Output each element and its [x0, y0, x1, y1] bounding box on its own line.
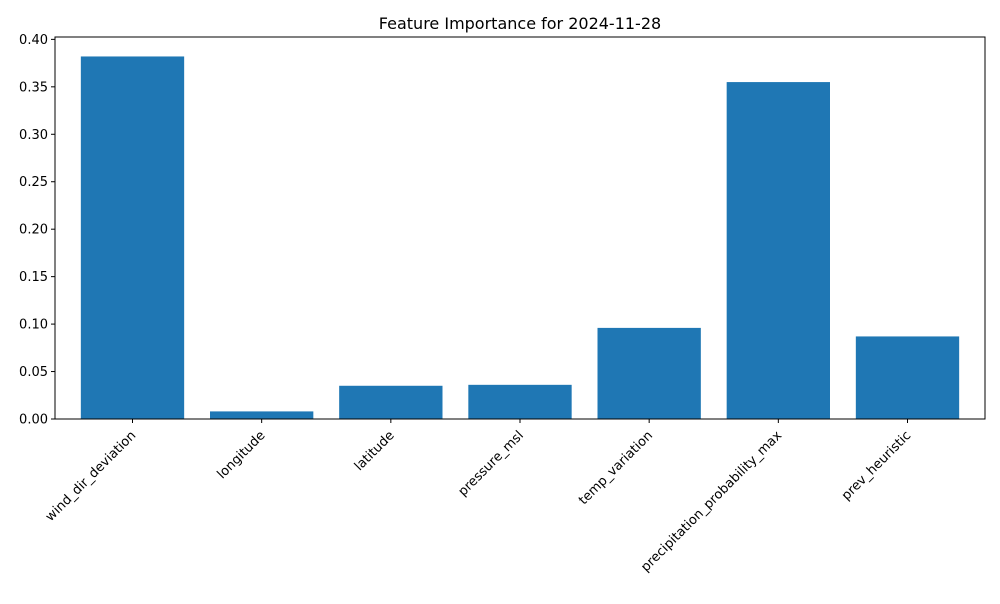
- plot-frame: [54, 36, 986, 420]
- x-tick-label: latitude: [352, 428, 398, 474]
- bar: [726, 82, 830, 419]
- y-tick-label: 0.10: [19, 318, 48, 333]
- x-tick-label: pressure_msl: [456, 428, 527, 499]
- y-axis: 0.00 0.05 0.10 0.15 0.20 0.25 0.30 0.35 0.40: [19, 33, 55, 428]
- x-tick-label: longitude: [215, 428, 269, 482]
- y-tick-label: 0.30: [19, 128, 48, 143]
- y-tick-label: 0.15: [19, 270, 48, 285]
- bar: [80, 56, 185, 420]
- x-axis: wind_dir_deviation longitude latitude press…: [43, 419, 914, 575]
- x-tick-label: precipitation_probability_max: [638, 428, 785, 575]
- y-tick-label: 0.20: [19, 223, 48, 238]
- y-tick-label: 0.25: [19, 175, 48, 190]
- bar: [468, 384, 572, 419]
- x-tick-label: wind_dir_deviation: [43, 428, 139, 524]
- x-tick-label: temp_variation: [576, 428, 656, 508]
- y-tick-label: 0.00: [19, 413, 48, 428]
- y-tick-label: 0.05: [19, 365, 48, 380]
- bar: [855, 336, 960, 419]
- bar: [597, 327, 701, 419]
- y-tick-label: 0.40: [19, 33, 48, 48]
- chart-title: Feature Importance for 2024-11-28: [379, 14, 661, 33]
- y-tick-label: 0.35: [19, 80, 48, 95]
- bars-group: [80, 56, 960, 420]
- x-tick-label: prev_heuristic: [839, 428, 914, 503]
- bar: [210, 411, 314, 419]
- bar: [339, 385, 443, 419]
